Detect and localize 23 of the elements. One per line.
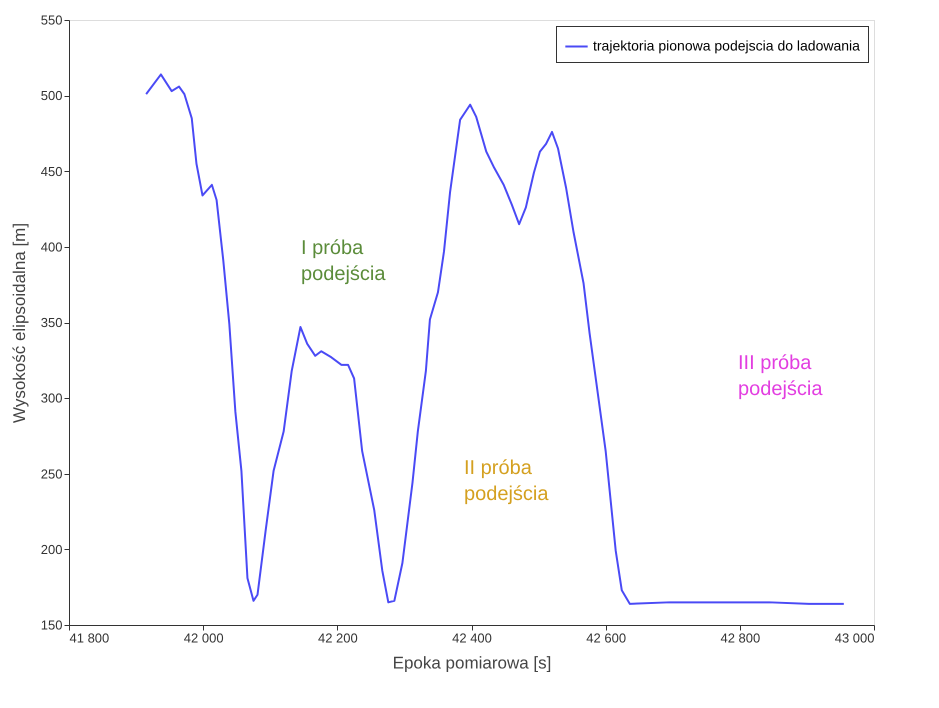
x-tick-label: 42 200 xyxy=(318,630,358,646)
y-tick-label: 500 xyxy=(40,88,62,104)
x-tick-label: 43 000 xyxy=(834,630,874,646)
y-tick-label: 300 xyxy=(40,390,62,406)
annotation: III próba podejścia xyxy=(738,352,824,400)
y-tick-label: 150 xyxy=(40,618,62,632)
y-tick-label: 250 xyxy=(40,466,62,482)
x-tick-label: 42 400 xyxy=(452,630,492,646)
y-axis-title: Wysokość elipsoidalna [m] xyxy=(10,222,29,424)
legend-label: trajektoria pionowa podejscia do ladowania xyxy=(593,38,860,54)
annotation: I próba podejścia xyxy=(301,237,386,285)
x-tick-label: 42 600 xyxy=(586,630,626,646)
line-series xyxy=(145,73,845,605)
x-tick-label: 41 800 xyxy=(70,630,110,646)
y-tick-label: 450 xyxy=(40,164,62,179)
annotation: II próba podejścia xyxy=(464,457,550,505)
y-tick-label: 350 xyxy=(40,315,62,330)
y-tick-label: 400 xyxy=(40,239,62,254)
x-tick-label: 42 000 xyxy=(184,630,224,646)
x-axis-title: Epoka pomiarowa [s] xyxy=(392,654,552,672)
y-tick-label: 550 xyxy=(40,12,62,28)
x-tick-label: 42 800 xyxy=(720,630,760,646)
y-tick-label: 200 xyxy=(40,542,62,557)
